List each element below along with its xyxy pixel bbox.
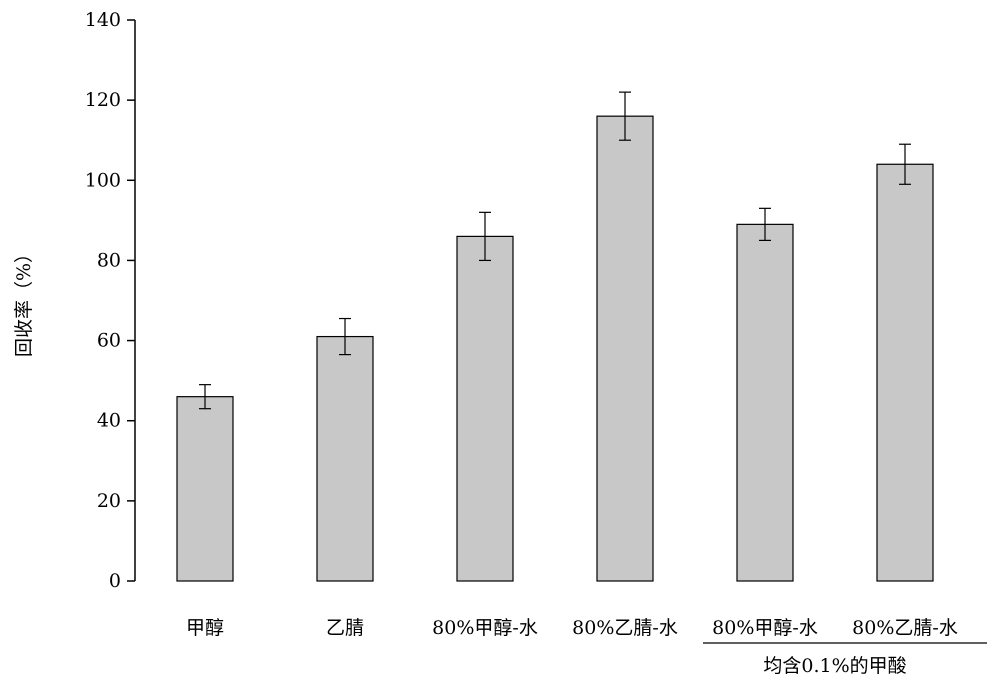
bar — [736, 223, 794, 582]
error-bar — [619, 91, 631, 141]
y-tick-label: 100 — [85, 169, 121, 191]
error-bars — [199, 91, 911, 410]
bar — [456, 235, 514, 582]
bar — [876, 163, 934, 582]
x-tick-label: 乙腈 — [326, 617, 364, 639]
bars — [176, 115, 934, 582]
error-bar — [339, 317, 351, 356]
y-tick-label: 40 — [97, 410, 121, 432]
x-tick-label: 甲醇 — [186, 617, 224, 639]
error-bar — [479, 211, 491, 262]
bar — [316, 335, 374, 582]
y-tick-label: 140 — [85, 9, 121, 31]
error-bar — [759, 207, 771, 241]
x-axis-labels: 甲醇 乙腈 80%甲醇-水 80%乙腈-水 80%甲醇-水 80%乙腈-水 — [186, 617, 958, 639]
y-tick-label: 120 — [85, 89, 121, 111]
y-tick-label: 60 — [97, 330, 121, 352]
x-tick-label: 80%乙腈-水 — [852, 617, 958, 639]
x-tick-label: 80%甲醇-水 — [712, 617, 818, 639]
y-tick-label: 0 — [109, 570, 121, 592]
y-tick-label: 20 — [97, 490, 121, 512]
bar — [176, 396, 234, 582]
y-tick-label: 80 — [97, 249, 121, 271]
y-axis-label: 回收率（%） — [13, 244, 35, 357]
error-bar — [899, 143, 911, 185]
bar — [596, 115, 654, 582]
y-axis: 0 20 40 60 80 100 120 140 — [85, 9, 136, 592]
x-tick-label: 80%甲醇-水 — [432, 617, 538, 639]
group-note: 均含0.1%的甲酸 — [763, 655, 906, 677]
x-tick-label: 80%乙腈-水 — [572, 617, 678, 639]
error-bar — [199, 384, 211, 410]
